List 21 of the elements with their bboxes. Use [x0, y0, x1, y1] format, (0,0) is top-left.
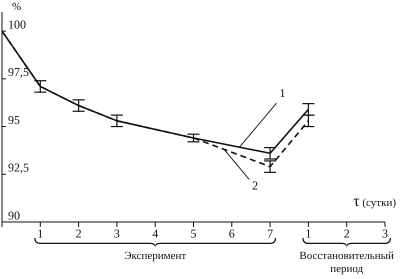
x-tick-label: 2: [76, 226, 82, 241]
y-tick-label: 92,5: [8, 160, 29, 175]
x-tick-label: 1: [305, 226, 312, 241]
x-tick-label: 4: [152, 226, 158, 241]
x-tick-label: 1: [37, 226, 44, 241]
x-tick-label: 6: [228, 226, 235, 241]
series-label: 1: [279, 86, 286, 100]
y-axis-title: %: [12, 1, 22, 13]
x-axis-title: τ (сутки): [353, 193, 396, 210]
x-tick-label: 5: [190, 226, 196, 241]
text: Восстановительный период: [299, 250, 394, 275]
y-tick-label: 90: [8, 208, 20, 222]
x-tick-label: 2: [344, 226, 350, 241]
y-tick-label: 95: [8, 112, 20, 127]
text: Эксперимент: [124, 250, 186, 262]
x-tick-label: 7: [267, 226, 274, 241]
x-tick-label: 3: [114, 226, 120, 241]
y-tick-label: 100: [8, 17, 26, 32]
series-label: 2: [252, 178, 258, 192]
x-tick-label: 3: [382, 226, 388, 241]
y-tick-label: 97,5: [8, 65, 29, 80]
